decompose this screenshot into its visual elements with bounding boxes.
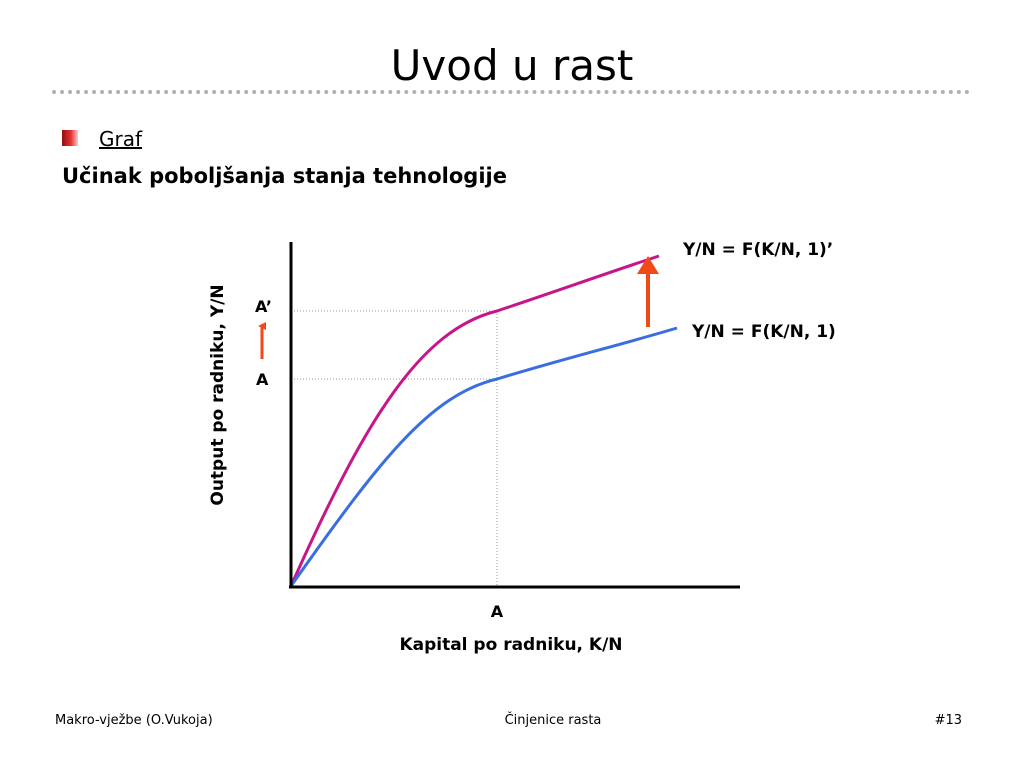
x-axis-label: Kapital po radniku, K/N [399, 635, 622, 655]
series-label-new: Y/N = F(K/N, 1)’ [682, 240, 833, 260]
footer-author: Makro-vježbe (O.Vukoja) [55, 713, 213, 728]
x-marker-a: A [491, 602, 504, 621]
bullet-link-graf[interactable]: Graf [99, 127, 143, 151]
y-axis-label: Output po radniku, Y/N [208, 284, 228, 505]
series-line-original [289, 326, 678, 587]
footer-topic: Činjenice rasta [504, 713, 602, 728]
y-marker-a: A [256, 370, 269, 389]
slide-title: Uvod u rast [390, 41, 634, 90]
title-divider [52, 90, 970, 94]
y-marker-a-prime: A’ [255, 297, 272, 316]
square-bullet-icon [62, 130, 78, 146]
footer-slide-number: #13 [934, 713, 962, 728]
series-label-original: Y/N = F(K/N, 1) [691, 322, 836, 342]
shift-arrowhead-icon [637, 256, 659, 274]
series-line-new [289, 254, 660, 587]
slide-subtitle: Učinak poboljšanja stanja tehnologije [62, 164, 507, 188]
